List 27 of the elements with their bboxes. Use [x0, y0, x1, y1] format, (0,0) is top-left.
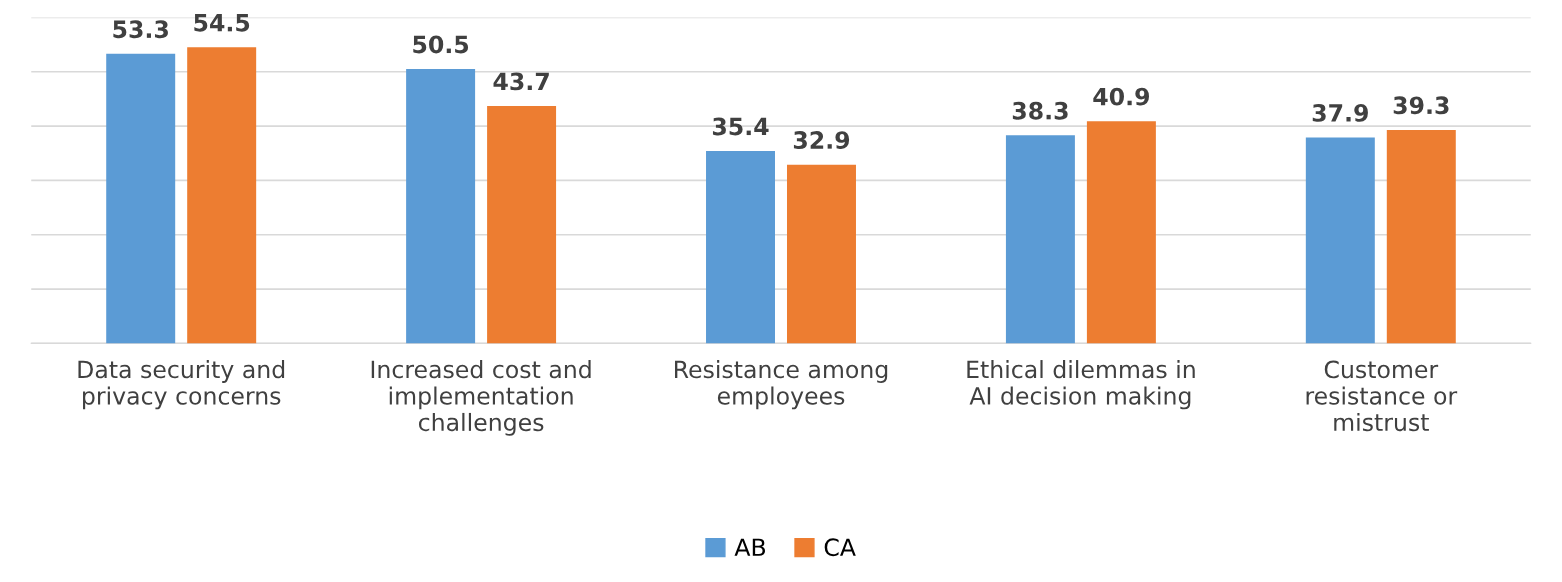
data-label: 39.3 [1393, 96, 1449, 115]
bar [187, 47, 257, 344]
data-label: 38.3 [1012, 101, 1068, 120]
bar [706, 151, 775, 344]
bar [787, 164, 856, 344]
data-label: 43.7 [493, 72, 549, 91]
data-label: 32.9 [793, 131, 850, 149]
data-label: 53.3 [113, 20, 168, 39]
data-label: 40.9 [1093, 87, 1150, 106]
x-tick-label: Ethical dilemmas in AI decision making [967, 360, 1195, 410]
bar [106, 53, 176, 344]
data-label: 50.5 [413, 35, 469, 54]
data-label: 37.9 [1312, 103, 1368, 122]
x-tick-label: Data security and privacy concerns [78, 360, 285, 410]
data-label: 54.5 [194, 14, 250, 32]
bar [487, 106, 557, 344]
x-tick-label: Increased cost and implementation challenges [371, 360, 591, 436]
legend-label: CA [824, 538, 856, 557]
x-tick-label: Resistance among employees [675, 360, 888, 410]
bar [1005, 135, 1075, 344]
legend-label: AB [734, 538, 766, 556]
bar [1086, 121, 1156, 344]
x-tick-label: Customer resistance or mistrust [1306, 360, 1458, 432]
bar [1305, 137, 1375, 344]
bar [406, 69, 476, 344]
data-label: 35.4 [712, 117, 769, 136]
bar [1386, 129, 1456, 344]
